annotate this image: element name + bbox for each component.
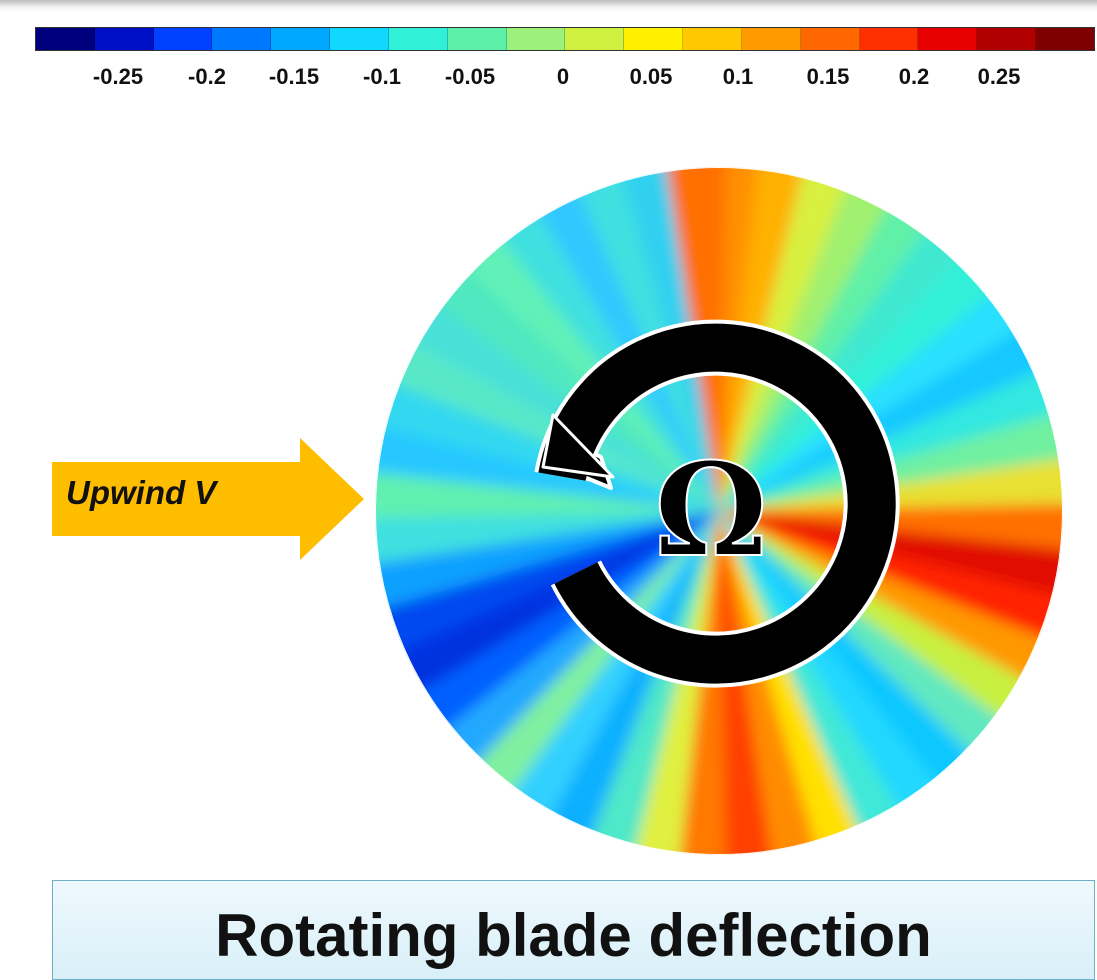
deflection-sector [459,221,719,511]
deflection-sector [459,511,719,801]
deflection-sector [711,511,774,855]
deflection-sector [719,410,1063,511]
colorbar-segment [565,28,625,50]
deflection-sector [719,511,820,855]
deflection-sector [719,195,944,511]
colorbar-segment [918,28,978,50]
colorbar-tick-label: 0 [556,64,570,89]
deflection-sector [403,286,719,511]
colorbar-segment [330,28,389,50]
colorbar-tick-label: 0.15 [806,64,850,89]
deflection-sector [494,511,719,827]
colorbar-segment [447,28,507,50]
deflection-sector [403,511,719,736]
colorbar-tick-label: -0.2 [188,64,226,89]
deflection-sector [719,511,944,827]
colorbar [35,27,1095,51]
deflection-sector [719,286,1035,511]
colorbar-tick-label: 0.2 [898,64,930,89]
colorbar-segment [94,28,154,50]
page-title: Rotating blade deflection [215,902,932,969]
deflection-sector [719,251,1009,511]
colorbar-segment [977,28,1037,50]
colorbar-segment [506,28,566,50]
deflection-sector [375,511,719,656]
colorbar-segment [212,28,272,50]
rotation-arrow-icon [534,319,900,688]
colorbar-segment [271,28,331,50]
colorbar-tick-labels: -0.25 -0.2 -0.15 -0.1 -0.05 0 0.05 0.1 0.15 0.2 0.… [0,64,1097,94]
colorbar-segment [388,28,448,50]
deflection-disc-plot: Ω [375,167,1063,855]
colorbar-segment [624,28,684,50]
deflection-sector [375,503,719,566]
colorbar-tick-label: 0.25 [977,64,1021,89]
title-banner: Rotating blade deflection [52,880,1095,980]
colorbar-segment [859,28,919,50]
top-border [0,0,1097,12]
upwind-arrow-icon [52,438,364,560]
colorbar-tick-label: -0.15 [268,64,320,89]
colorbar-segment [36,28,95,50]
deflection-sector [719,366,1063,511]
colorbar-tick-label: -0.1 [363,64,401,89]
upwind-label: Upwind V [66,474,217,511]
colorbar-segment [153,28,213,50]
deflection-sector [719,511,979,801]
colorbar-tick-label: -0.05 [444,64,496,89]
colorbar-segment [683,28,742,50]
deflection-sector [719,324,1055,511]
deflection-sector [719,511,1009,771]
colorbar-tick-label: 0.05 [629,64,673,89]
deflection-field [375,167,1063,855]
deflection-sector [383,511,719,698]
deflection-sector [719,221,979,511]
deflection-sector [719,511,1035,736]
colorbar-segment [800,28,860,50]
deflection-sector [429,251,719,511]
deflection-sector [719,511,906,847]
deflection-sector [494,195,719,511]
colorbar-segment [741,28,801,50]
colorbar-segment [1036,28,1094,50]
deflection-sector [429,511,719,771]
deflection-sector [719,511,864,855]
colorbar-tick-label: 0.1 [722,64,754,89]
deflection-sector [375,511,719,612]
omega-symbol: Ω [654,436,768,586]
colorbar-tick-label: -0.25 [92,64,144,89]
